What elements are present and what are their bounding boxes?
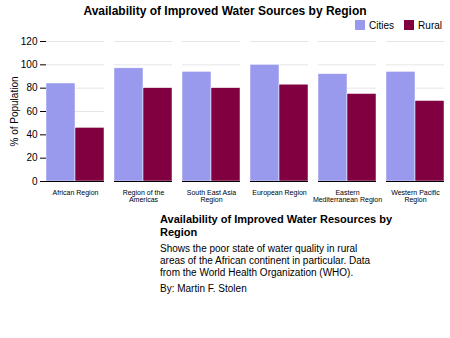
svg-text:European Region: European Region (252, 189, 307, 197)
svg-text:40: 40 (26, 129, 38, 140)
html-text:Availability of Improved Water: Availability of Improved Water Resources… (160, 213, 393, 238)
svg-text:South East AsiaRegion: South East AsiaRegion (187, 189, 237, 204)
svg-text:80: 80 (26, 82, 38, 93)
svg-text:60: 60 (26, 106, 38, 117)
svg-text:Western PacificRegion: Western PacificRegion (391, 189, 440, 204)
html-text:Availability of Improved Water: Availability of Improved Water Sources b… (83, 4, 367, 18)
html-text:Shows the poor state of water: Shows the poor state of water quality in… (160, 243, 371, 278)
html-text:Cities: Cities (369, 20, 395, 31)
svg-text:20: 20 (26, 152, 38, 163)
svg-text:EasternMediterranean Region: EasternMediterranean Region (313, 189, 382, 204)
html-text:By: Martin F. Stolen: By: Martin F. Stolen (160, 283, 247, 294)
svg-text:African Region: African Region (53, 189, 99, 197)
svg-text:% of Population: % of Population (9, 76, 20, 146)
svg-text:120: 120 (21, 36, 38, 47)
html-text:Rural: Rural (418, 20, 442, 31)
svg-text:100: 100 (21, 59, 38, 70)
svg-text:Region of theAmericas: Region of theAmericas (123, 189, 165, 203)
svg-text:0: 0 (32, 176, 38, 187)
